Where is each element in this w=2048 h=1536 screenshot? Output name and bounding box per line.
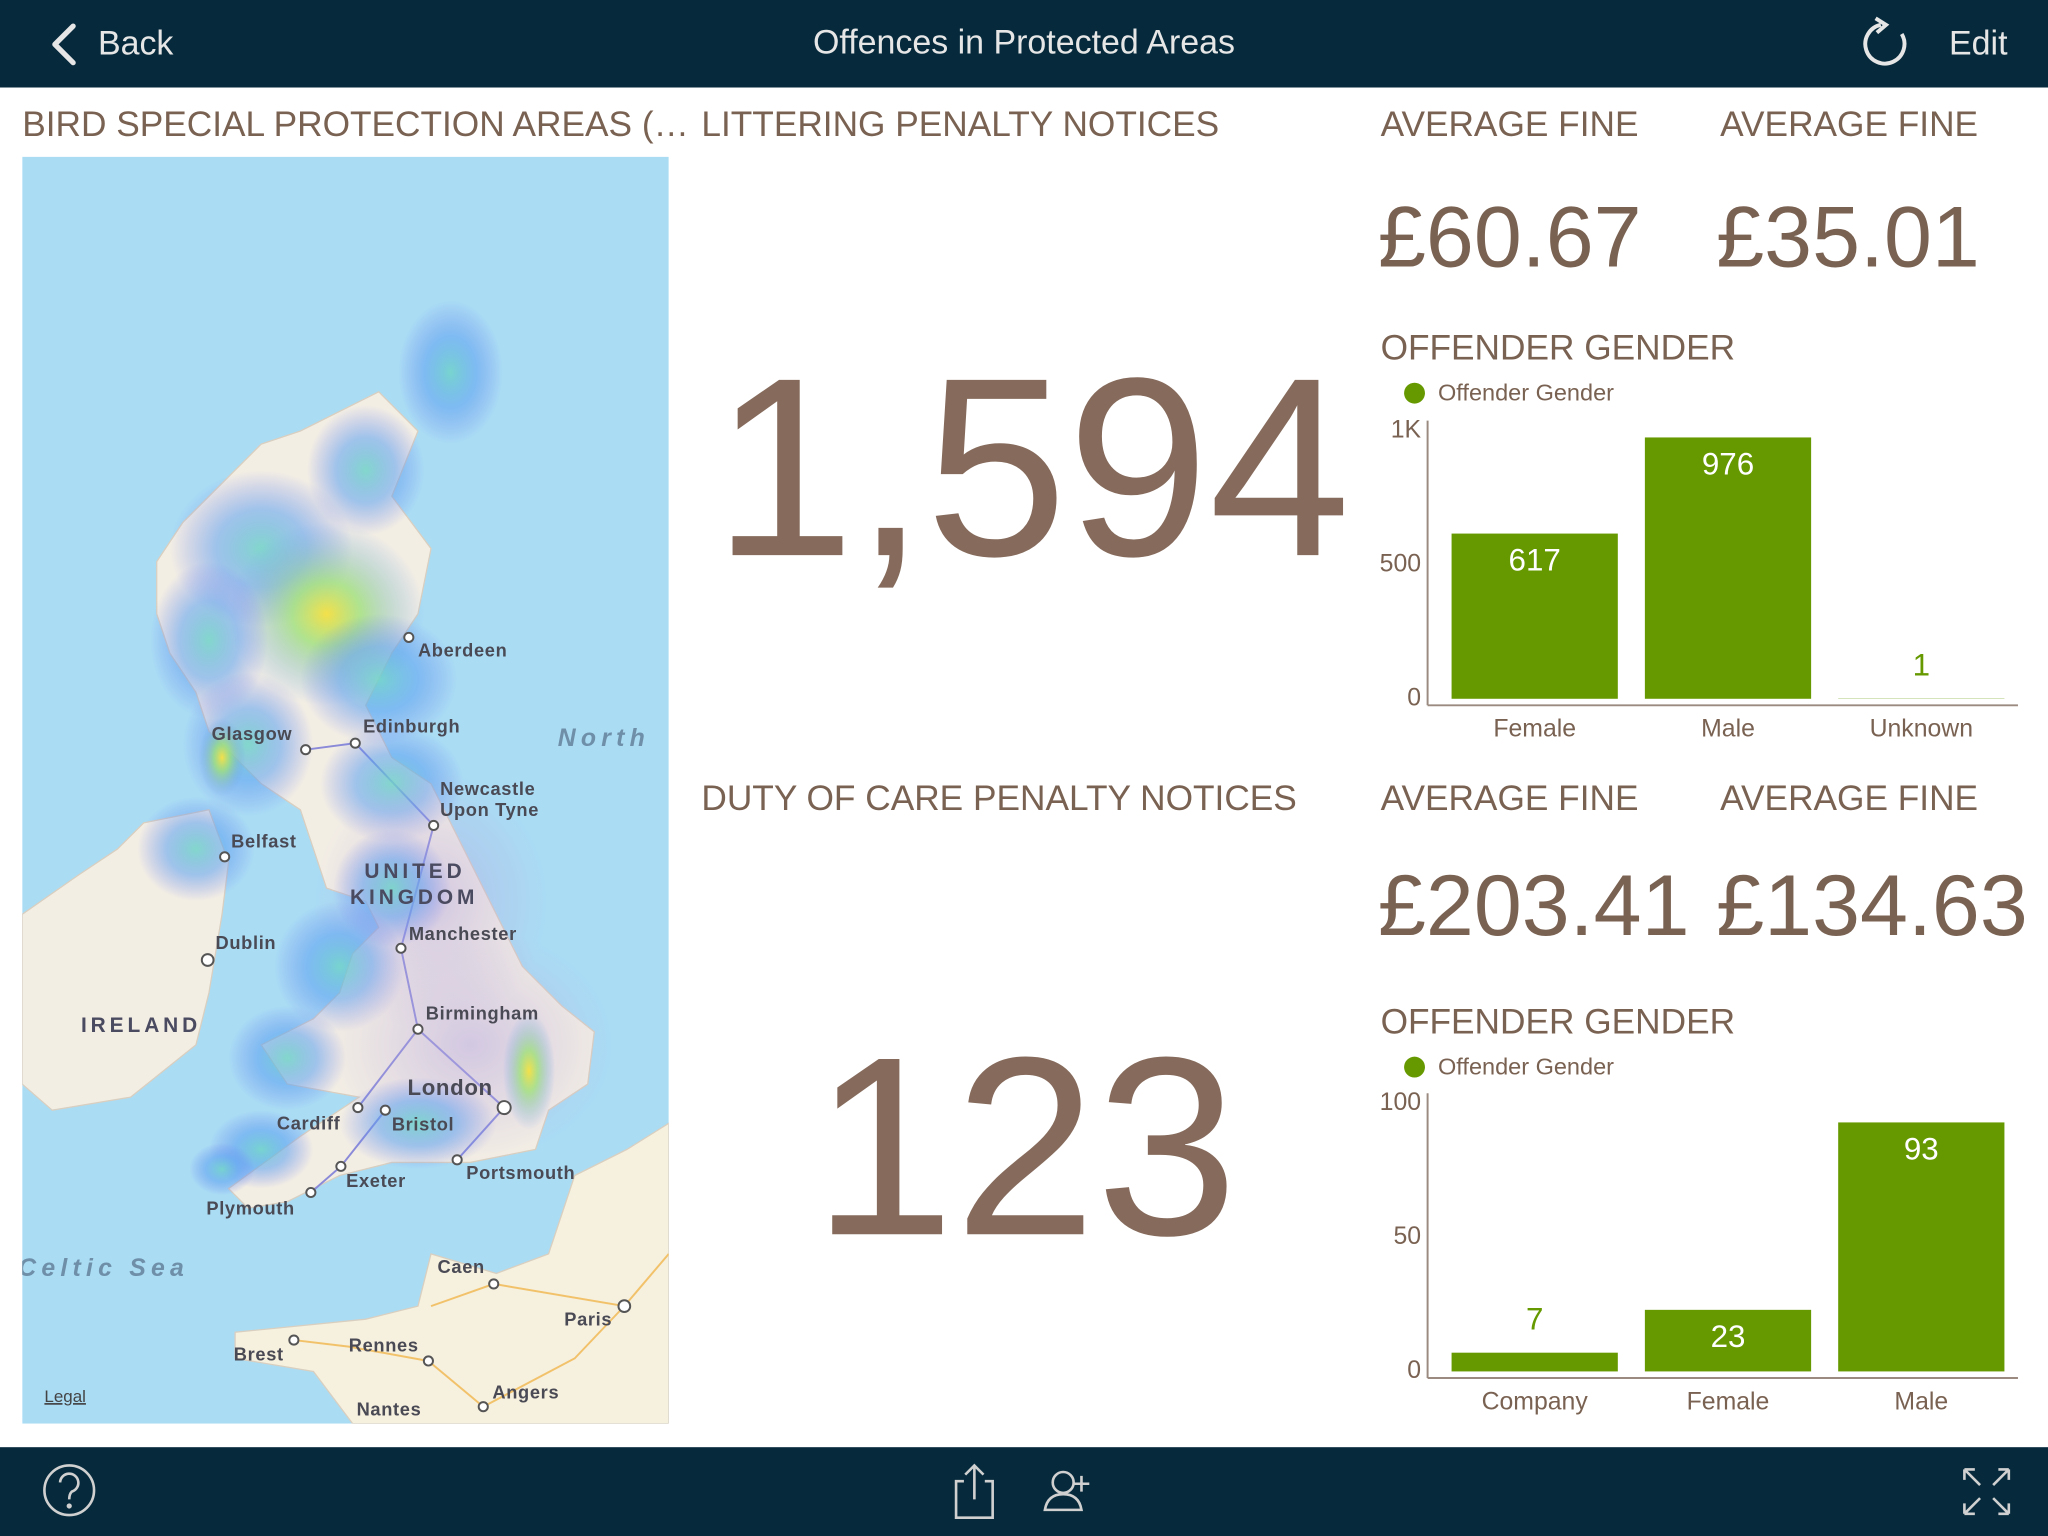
map-label: Birmingham	[426, 1003, 539, 1024]
map-label: Belfast	[231, 830, 296, 851]
back-label[interactable]: Back	[98, 25, 174, 63]
map-title: BIRD SPECIAL PROTECTION AREAS (…	[22, 105, 689, 144]
map-label: Exeter	[346, 1170, 406, 1191]
map-label: Brest	[234, 1344, 284, 1365]
fine-title: AVERAGE FINE	[1720, 779, 1978, 818]
x-tick-label: Company	[1482, 1388, 1589, 1415]
y-tick-label: 0	[1407, 1357, 1421, 1384]
fine-value: £60.67	[1378, 189, 1642, 285]
map[interactable]: Aberdeen Glasgow Edinburgh North Newcast…	[18, 156, 669, 1424]
bar-chart: OFFENDER GENDER Offender Gender 0 500 1K Fema…	[1380, 328, 2018, 743]
help-button[interactable]	[43, 1464, 96, 1517]
map-label: Paris	[564, 1308, 612, 1329]
refresh-icon[interactable]	[1863, 22, 1907, 66]
x-tick-label: Unknown	[1870, 716, 1973, 743]
bar-chart: OFFENDER GENDER Offender Gender 0 50 100 Comp…	[1380, 1002, 2018, 1415]
x-tick-label: Male	[1894, 1388, 1948, 1415]
share-button[interactable]	[954, 1463, 994, 1520]
legend-swatch	[1404, 1056, 1425, 1078]
x-tick-label: Female	[1687, 1388, 1770, 1415]
map-label: Dublin	[216, 932, 277, 953]
x-tick-label: Male	[1701, 716, 1755, 743]
chart-title: OFFENDER GENDER	[1381, 328, 1735, 367]
edit-button[interactable]: Edit	[1949, 25, 2008, 63]
kpi-title: DUTY OF CARE PENALTY NOTICES	[701, 779, 1296, 818]
map-label: IRELAND	[81, 1014, 201, 1037]
footer-bar	[0, 1447, 2048, 1536]
bar	[1451, 533, 1618, 699]
value-label: 7	[1526, 1302, 1543, 1337]
city-dots	[200, 631, 632, 1413]
bar	[1838, 1122, 2005, 1372]
value-label: 976	[1702, 446, 1754, 481]
header-title: Offences in Protected Areas	[813, 23, 1235, 61]
heatmap	[137, 300, 614, 1196]
map-label: Portsmouth	[466, 1162, 575, 1183]
invite-button[interactable]	[1043, 1470, 1090, 1512]
y-tick-label: 100	[1380, 1089, 1421, 1116]
y-tick-label: 1K	[1391, 417, 1422, 444]
y-tick-label: 0	[1407, 684, 1421, 711]
kpi-value: 123	[813, 1003, 1238, 1288]
map-label: UNITED	[364, 860, 465, 883]
map-label: Upon Tyne	[440, 799, 539, 820]
map-label: Cardiff	[277, 1112, 341, 1133]
map-label: Celtic Sea	[18, 1255, 189, 1282]
chart-title: OFFENDER GENDER	[1381, 1002, 1735, 1041]
bar	[1644, 1309, 1812, 1372]
legend-label: Offender Gender	[1438, 1054, 1614, 1080]
map-label: Aberdeen	[418, 640, 507, 661]
value-label: 93	[1904, 1131, 1939, 1166]
map-label: Manchester	[409, 923, 517, 944]
fullscreen-button[interactable]	[1963, 1468, 2011, 1516]
map-label: Caen	[438, 1256, 485, 1277]
map-label: Plymouth	[206, 1197, 294, 1218]
map-label: Edinburgh	[363, 715, 460, 736]
map-label: Rennes	[349, 1334, 419, 1355]
y-tick-label: 500	[1380, 550, 1421, 577]
back-chevron	[52, 23, 76, 66]
value-label: 617	[1509, 543, 1561, 578]
map-label: North	[558, 725, 650, 752]
fine-value: £35.01	[1716, 189, 1980, 285]
back-button[interactable]: Back	[52, 23, 175, 66]
fine-value: £134.63	[1716, 858, 2028, 954]
value-label: 1	[1913, 647, 1930, 682]
x-tick-label: Female	[1493, 716, 1576, 743]
legend-swatch	[1404, 382, 1425, 404]
fine-title: AVERAGE FINE	[1720, 105, 1978, 144]
bar	[1644, 437, 1812, 699]
map-label: KINGDOM	[350, 886, 478, 909]
kpi-value: 1,594	[713, 324, 1350, 609]
map-label: Newcastle	[440, 778, 535, 799]
map-label: Glasgow	[212, 723, 293, 744]
fine-title: AVERAGE FINE	[1381, 779, 1639, 818]
bar	[1451, 1352, 1618, 1372]
fine-title: AVERAGE FINE	[1381, 105, 1639, 144]
land	[234, 1122, 669, 1424]
map-label: Nantes	[357, 1398, 422, 1419]
header-bar	[0, 0, 2048, 88]
y-tick-label: 50	[1393, 1223, 1421, 1250]
map-label: Bristol	[392, 1114, 454, 1135]
fine-value: £203.41	[1378, 858, 1690, 954]
legal-link[interactable]: Legal	[44, 1387, 86, 1406]
refresh-arrow	[1874, 16, 1890, 35]
map-label: Angers	[492, 1381, 559, 1402]
value-label: 23	[1711, 1319, 1746, 1354]
legend-label: Offender Gender	[1438, 380, 1614, 406]
map-label: London	[408, 1075, 493, 1100]
kpi-title: LITTERING PENALTY NOTICES	[701, 105, 1219, 144]
